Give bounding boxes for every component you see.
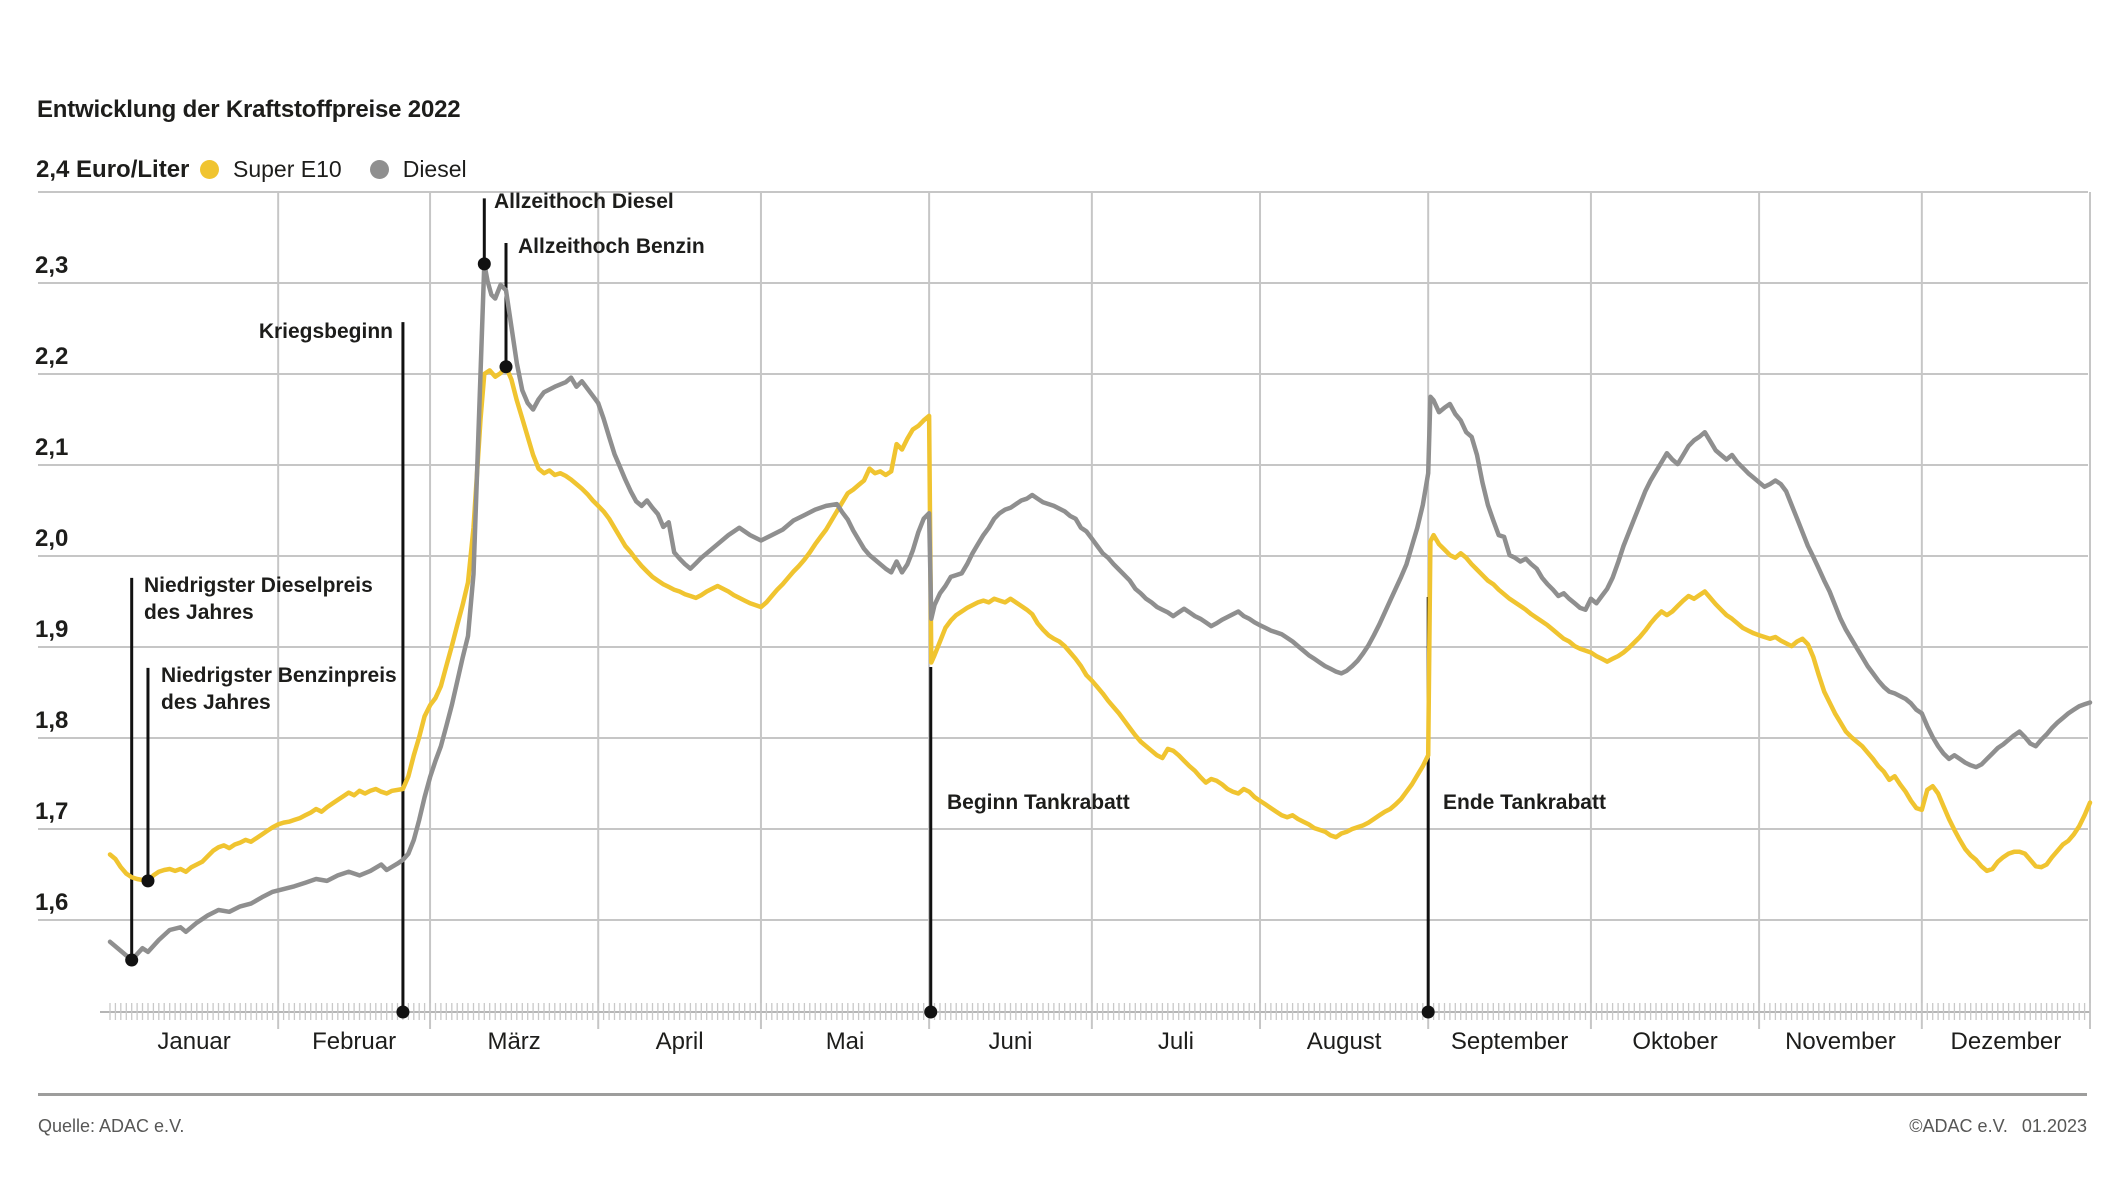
x-label-august: August: [1306, 1028, 1382, 1055]
source-text: Quelle: ADAC e.V.: [38, 1116, 185, 1136]
annotation-dot-5: [924, 1005, 938, 1019]
copyright-text: ©ADAC e.V. 01.2023: [1895, 1116, 2087, 1137]
y-tick-2-2: 2,2: [35, 343, 69, 370]
annotation-beginn-tankrabatt: Beginn Tankrabatt: [947, 791, 1130, 814]
annotation-ende-tankrabatt: Ende Tankrabatt: [1443, 791, 1606, 814]
copyright-date: 01.2023: [2021, 1116, 2087, 1136]
x-label-maerz: März: [487, 1028, 541, 1055]
y-tick-1-9: 1,9: [35, 616, 69, 643]
x-label-juli: Juli: [1157, 1028, 1194, 1055]
x-label-februar: Februar: [312, 1028, 397, 1055]
y-tick-2-3: 2,3: [35, 252, 69, 279]
series-line-super-e10: [107, 364, 2093, 884]
annotation-allzeithoch-benzin: Allzeithoch Benzin: [518, 235, 705, 258]
legend-label-diesel: Diesel: [402, 156, 467, 182]
annotation-dot-2: [396, 1005, 410, 1019]
x-label-dezember: Dezember: [1950, 1028, 2062, 1055]
legend-swatch-super-e10: [200, 160, 219, 179]
y-tick-1-6: 1,6: [35, 889, 69, 916]
annotation-kriegsbeginn: Kriegsbeginn: [258, 320, 393, 343]
y-tick-1-7: 1,7: [35, 798, 69, 825]
annotation-dot-3: [125, 953, 139, 967]
x-label-oktober: Oktober: [1632, 1028, 1718, 1055]
chart-title: Entwicklung der Kraftstoffpreise 2022: [37, 96, 461, 123]
y-tick-2-0: 2,0: [35, 525, 69, 552]
x-label-juni: Juni: [988, 1028, 1033, 1055]
copyright-owner: ©ADAC e.V.: [1909, 1116, 2008, 1136]
annotation-allzeithoch-diesel: Allzeithoch Diesel: [494, 190, 674, 213]
series-line-diesel: [107, 261, 2093, 963]
x-label-november: November: [1785, 1028, 1896, 1055]
footer-separator: [38, 1093, 2087, 1096]
annotation-dot-0: [477, 257, 491, 271]
x-label-april: April: [655, 1028, 704, 1055]
y-axis-unit-label: 2,4 Euro/Liter: [36, 156, 190, 183]
legend-swatch-diesel: [369, 160, 389, 179]
annotation-dot-1: [499, 360, 513, 374]
x-label-januar: Januar: [157, 1028, 231, 1055]
x-label-september: September: [1450, 1028, 1569, 1055]
y-tick-1-8: 1,8: [35, 707, 69, 734]
annotation-dot-6: [1421, 1005, 1435, 1019]
annotation-niedrigster-benzinpreis: Niedrigster Benzinpreis des Jahres: [161, 664, 397, 715]
y-tick-2-1: 2,1: [35, 434, 69, 461]
annotation-niedrigster-dieselpreis: Niedrigster Dieselpreis des Jahres: [144, 574, 373, 625]
annotation-dot-4: [141, 874, 155, 888]
x-label-mai: Mai: [825, 1028, 865, 1055]
legend: Super E10 Diesel: [200, 156, 481, 183]
legend-label-super-e10: Super E10: [233, 156, 342, 182]
